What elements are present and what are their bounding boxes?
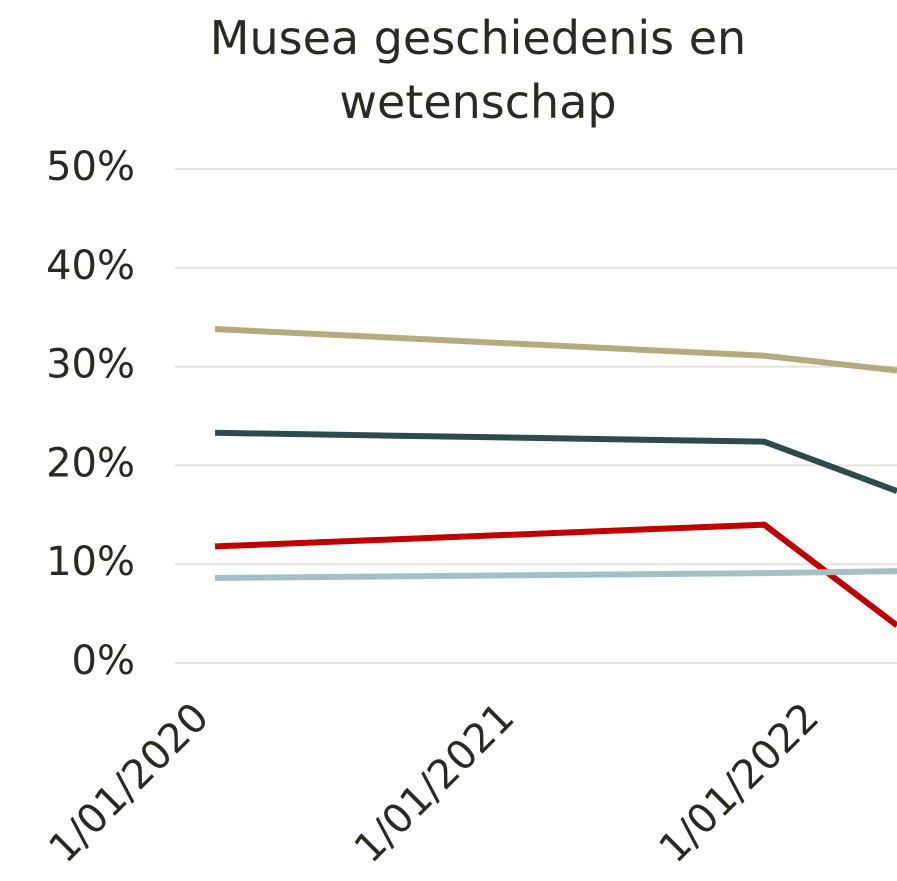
chart-title: Musea geschiedenis en wetenschap [209,11,747,129]
series-line [214,326,897,374]
x-tick-label: 1/01/2021 [346,694,524,872]
series-line [215,568,897,582]
y-tick-label: 0% [72,638,135,684]
x-tick-label: 1/01/2022 [651,694,829,872]
y-tick-label: 20% [46,440,135,486]
series-line [215,429,897,494]
series-line [214,521,897,628]
y-tick-label: 30% [46,342,135,388]
y-tick-label: 40% [46,243,135,289]
y-tick-label: 10% [46,539,135,585]
x-tick-label: 1/01/2020 [40,694,218,872]
y-tick-label: 50% [46,144,135,190]
